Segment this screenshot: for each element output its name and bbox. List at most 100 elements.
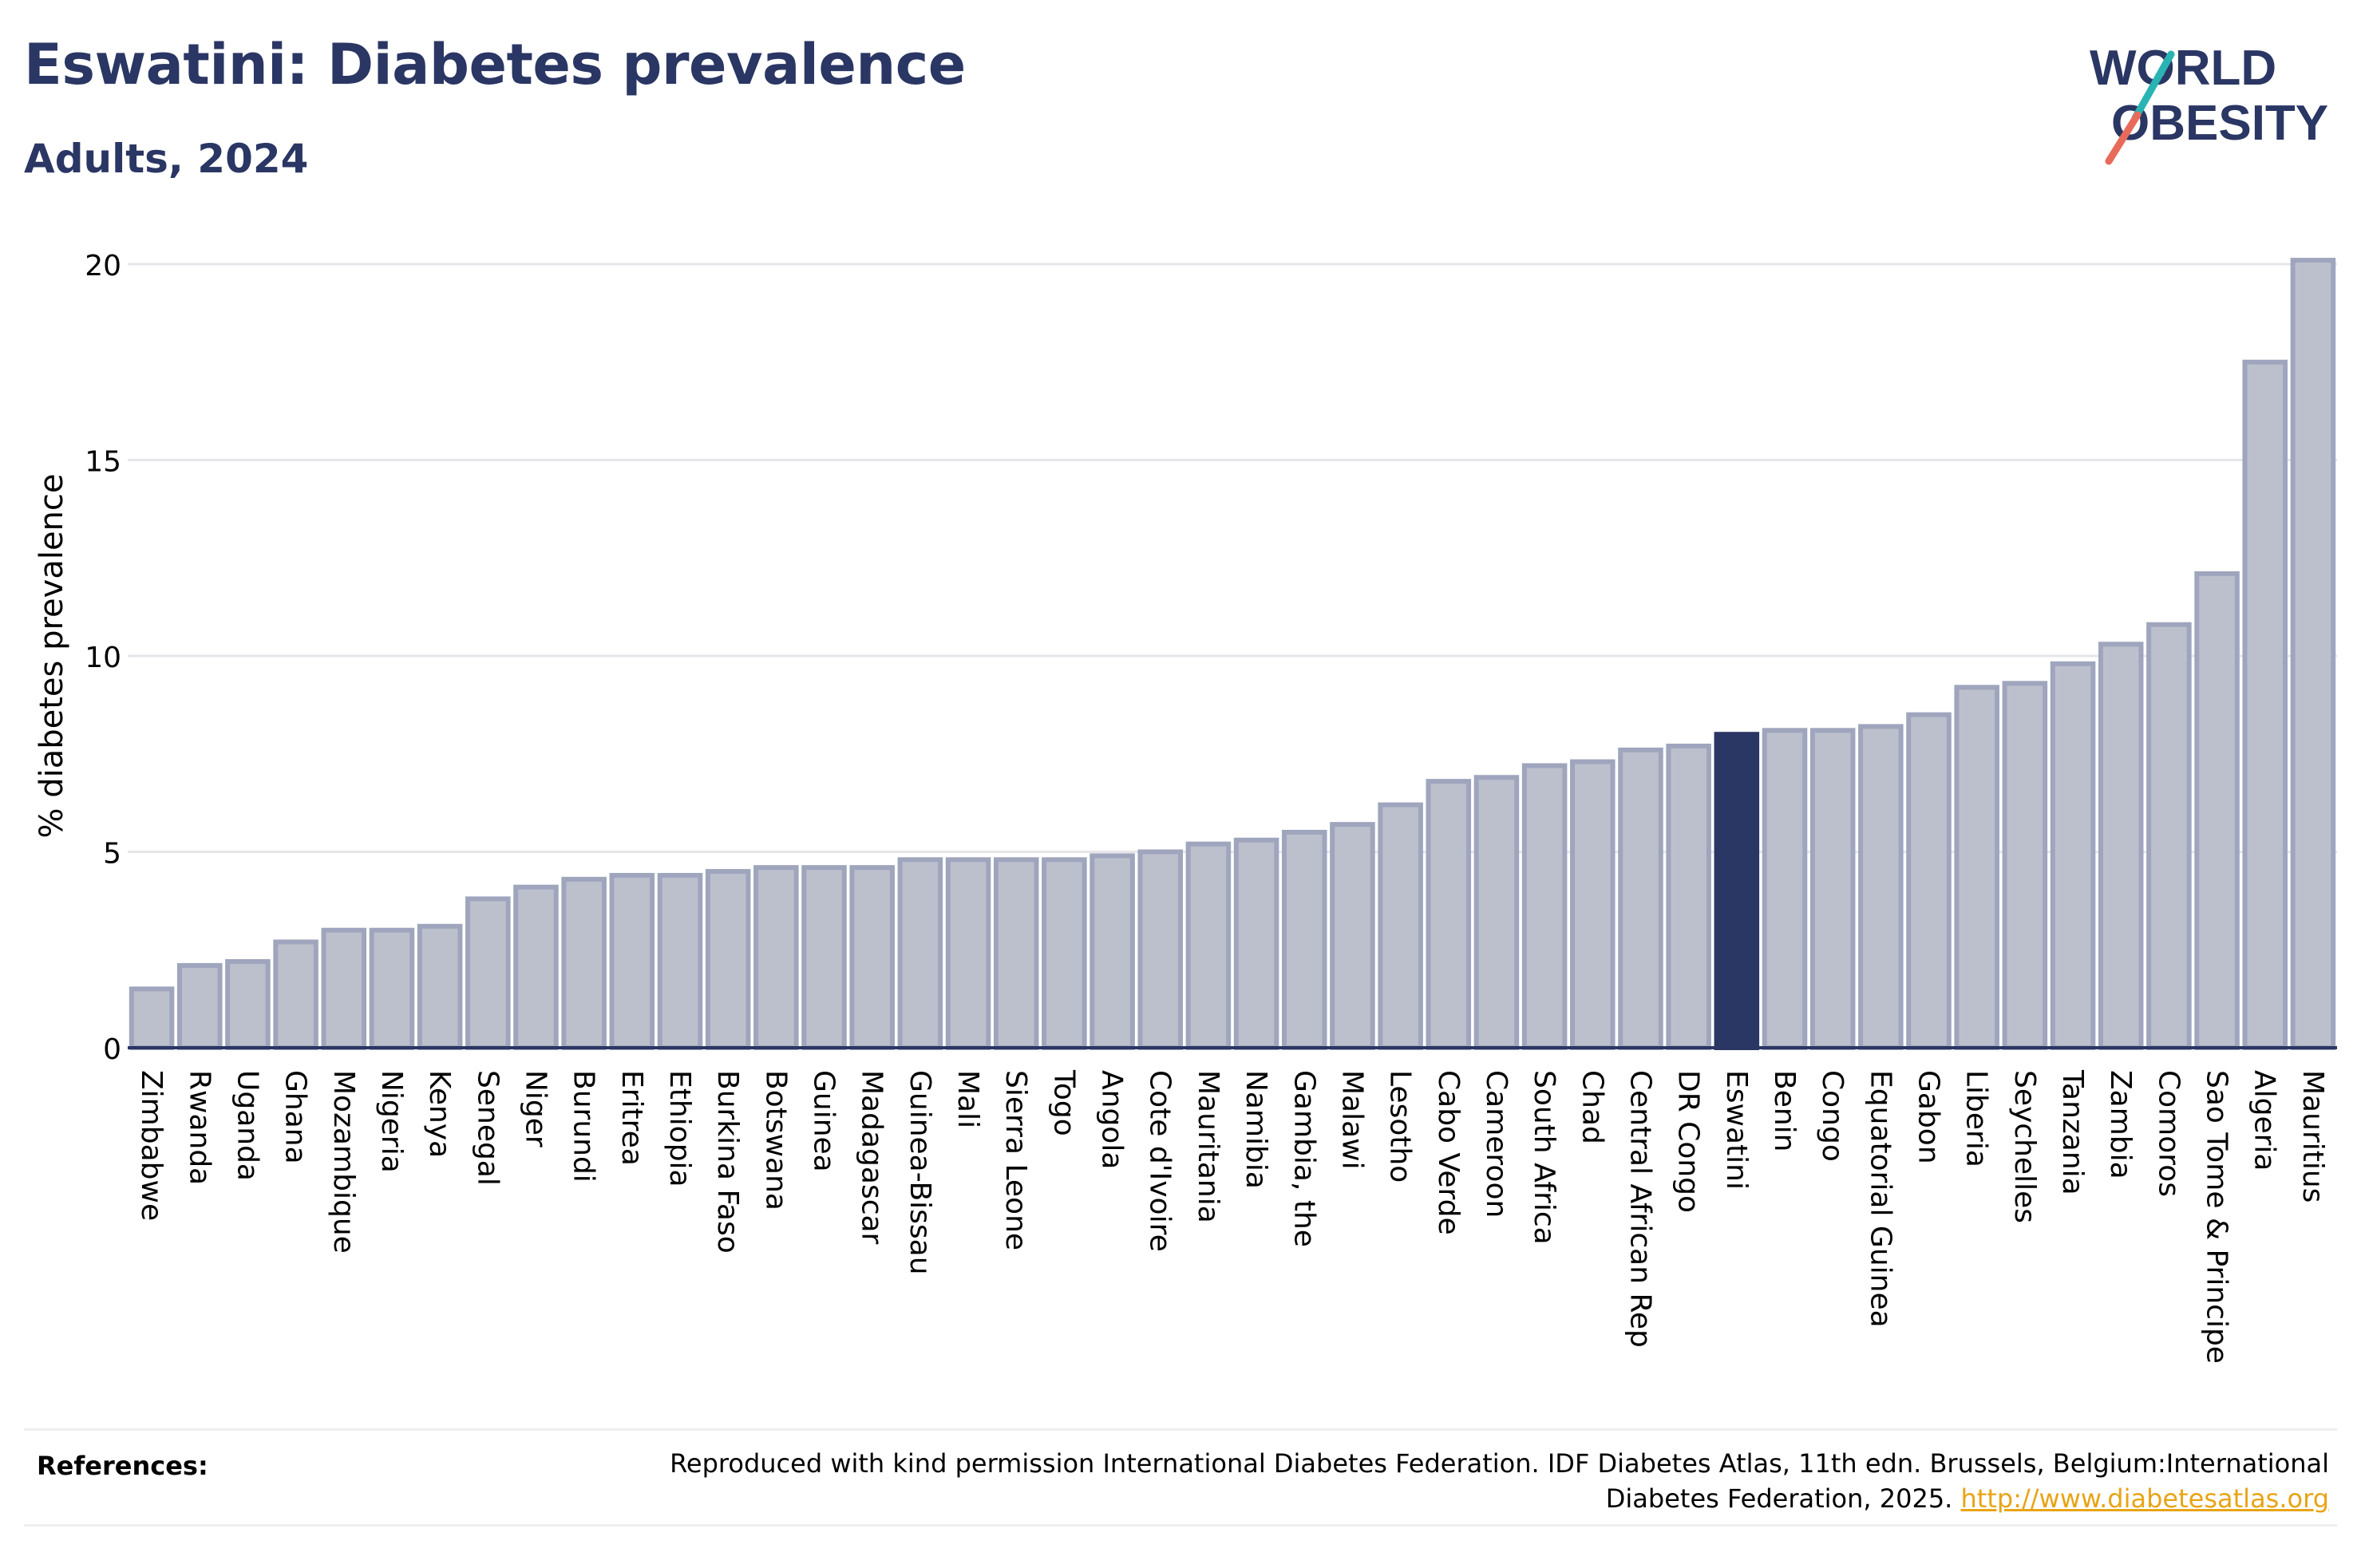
x-tick-label: Uganda <box>231 1070 263 1181</box>
bar-liberia <box>1954 685 1999 1051</box>
x-tick-label: Sao Tome & Principe <box>2201 1070 2233 1364</box>
logo-word-1: WORLD <box>2090 41 2276 96</box>
x-tick-label: Seychelles <box>2008 1070 2041 1223</box>
bar-rwanda <box>176 962 223 1051</box>
x-tick-label: Burundi <box>568 1070 600 1183</box>
bar-comoros <box>2146 622 2192 1050</box>
x-tick-label: Rwanda <box>183 1070 216 1185</box>
x-tick-label: Niger <box>519 1070 552 1147</box>
x-tick-label: Senegal <box>471 1070 504 1186</box>
bar-sao-tome-principe <box>2194 571 2240 1050</box>
bar-ethiopia <box>657 872 703 1050</box>
x-tick-label: Botswana <box>759 1070 792 1211</box>
x-tick-label: Cabo Verde <box>1432 1070 1465 1235</box>
x-tick-label: Angola <box>1096 1070 1129 1169</box>
x-tick-label: Cameroon <box>1480 1070 1513 1218</box>
x-tick-label: Gambia, the <box>1287 1070 1320 1247</box>
bar-senegal <box>465 896 511 1051</box>
logo-word-2: OBESITY <box>2111 96 2328 151</box>
bar-botswana <box>753 865 799 1051</box>
bar-zimbabwe <box>129 986 175 1050</box>
x-tick-label: Algeria <box>2248 1070 2281 1171</box>
chart-title: Eswatini: Diabetes prevalence <box>24 32 966 97</box>
bar-togo <box>1042 857 1087 1050</box>
world-obesity-logo: WORLD OBESITY <box>2090 41 2328 165</box>
bar-chart: 0 5 10 15 20 Zimbabwe Rwanda Uganda Ghana Mozambi… <box>34 250 2337 1364</box>
x-tick-label: Zambia <box>2104 1070 2137 1179</box>
x-tick-label: Kenya <box>423 1070 456 1158</box>
references-divider-bottom <box>24 1524 2337 1527</box>
logo-slash-top <box>2131 50 2175 122</box>
y-tick-label: 0 <box>103 1033 121 1066</box>
logo-slash-bottom <box>2105 111 2142 165</box>
x-tick-label: Comoros <box>2152 1070 2185 1197</box>
bar-chad <box>1570 759 1616 1050</box>
bar-ghana <box>273 939 318 1051</box>
bar-central-african-rep <box>1618 747 1663 1051</box>
bar-namibia <box>1233 837 1279 1051</box>
x-tick-label: Madagascar <box>856 1070 888 1245</box>
x-tick-label: Mozambique <box>327 1070 360 1254</box>
bar-malawi <box>1330 822 1375 1050</box>
x-tick-label: Mauritius <box>2296 1070 2329 1203</box>
bar-sierra-leone <box>993 857 1039 1050</box>
bar-congo <box>1809 728 1856 1050</box>
y-axis-label: % diabetes prevalence <box>34 473 70 838</box>
x-tick-label: Ghana <box>279 1070 312 1164</box>
bar-seychelles <box>2002 681 2048 1050</box>
x-tick-label: Congo <box>1816 1070 1849 1162</box>
bar-guinea <box>801 865 847 1051</box>
x-tick-label: Guinea <box>808 1070 840 1172</box>
x-tick-label: Gabon <box>1912 1070 1945 1164</box>
bar-uganda <box>225 958 271 1050</box>
bar-mauritania <box>1185 841 1232 1051</box>
references-divider-top <box>24 1428 2337 1431</box>
x-tick-label: Benin <box>1768 1070 1801 1151</box>
x-tick-label: South Africa <box>1528 1070 1560 1245</box>
bar-madagascar <box>849 865 895 1051</box>
bar-niger <box>513 884 559 1050</box>
x-tick-label: Tanzania <box>2056 1069 2089 1195</box>
x-tick-label: Mauritania <box>1192 1070 1224 1223</box>
bar-gambia-the <box>1281 829 1327 1050</box>
bar-burkina-faso <box>705 869 751 1051</box>
bar-south-africa <box>1521 763 1568 1050</box>
labels: 0 5 10 15 20 Zimbabwe Rwanda Uganda Ghana Mozambi… <box>34 250 2329 1364</box>
references-label: References: <box>37 1451 208 1481</box>
references-citation: Reproduced with kind permission Internat… <box>670 1448 2329 1514</box>
bars <box>129 258 2336 1051</box>
x-tick-label: Nigeria <box>375 1070 408 1173</box>
bar-eritrea <box>609 872 655 1050</box>
y-tick-label: 20 <box>85 250 121 282</box>
x-tick-label: Equatorial Guinea <box>1864 1070 1896 1328</box>
bar-mauritius <box>2290 258 2336 1050</box>
bar-angola <box>1090 853 1135 1051</box>
y-tick-label: 10 <box>85 642 121 674</box>
bar-mali <box>945 857 991 1050</box>
x-tick-label: Namibia <box>1240 1070 1272 1189</box>
references-link[interactable]: http://www.diabetesatlas.org <box>1960 1483 2329 1514</box>
x-tick-label: Central African Rep <box>1623 1070 1656 1348</box>
y-tick-label: 15 <box>85 446 121 479</box>
x-tick-label: Mali <box>951 1070 984 1128</box>
x-tick-label: Ethiopia <box>663 1070 696 1187</box>
references-text: Reproduced with kind permission Internat… <box>621 1446 2329 1516</box>
bar-cameroon <box>1473 775 1520 1051</box>
bar-mozambique <box>321 927 367 1050</box>
bar-kenya <box>417 923 463 1051</box>
x-tick-label: Zimbabwe <box>135 1070 168 1221</box>
x-tick-label: Liberia <box>1960 1070 1993 1167</box>
bar-zambia <box>2098 642 2144 1051</box>
bar-cote-d-ivoire <box>1137 849 1184 1050</box>
x-tick-label: DR Congo <box>1672 1070 1705 1213</box>
bar-dr-congo <box>1666 743 1711 1050</box>
x-tick-label: Guinea-Bissau <box>904 1070 936 1275</box>
bar-lesotho <box>1378 802 1423 1051</box>
x-tick-label: Chad <box>1576 1070 1608 1144</box>
bar-eswatini <box>1714 732 1760 1050</box>
chart-subtitle: Adults, 2024 <box>24 136 309 182</box>
bar-algeria <box>2242 359 2288 1050</box>
bar-guinea-bissau <box>897 857 943 1050</box>
x-tick-label: Malawi <box>1335 1070 1368 1170</box>
bar-cabo-verde <box>1426 779 1472 1050</box>
